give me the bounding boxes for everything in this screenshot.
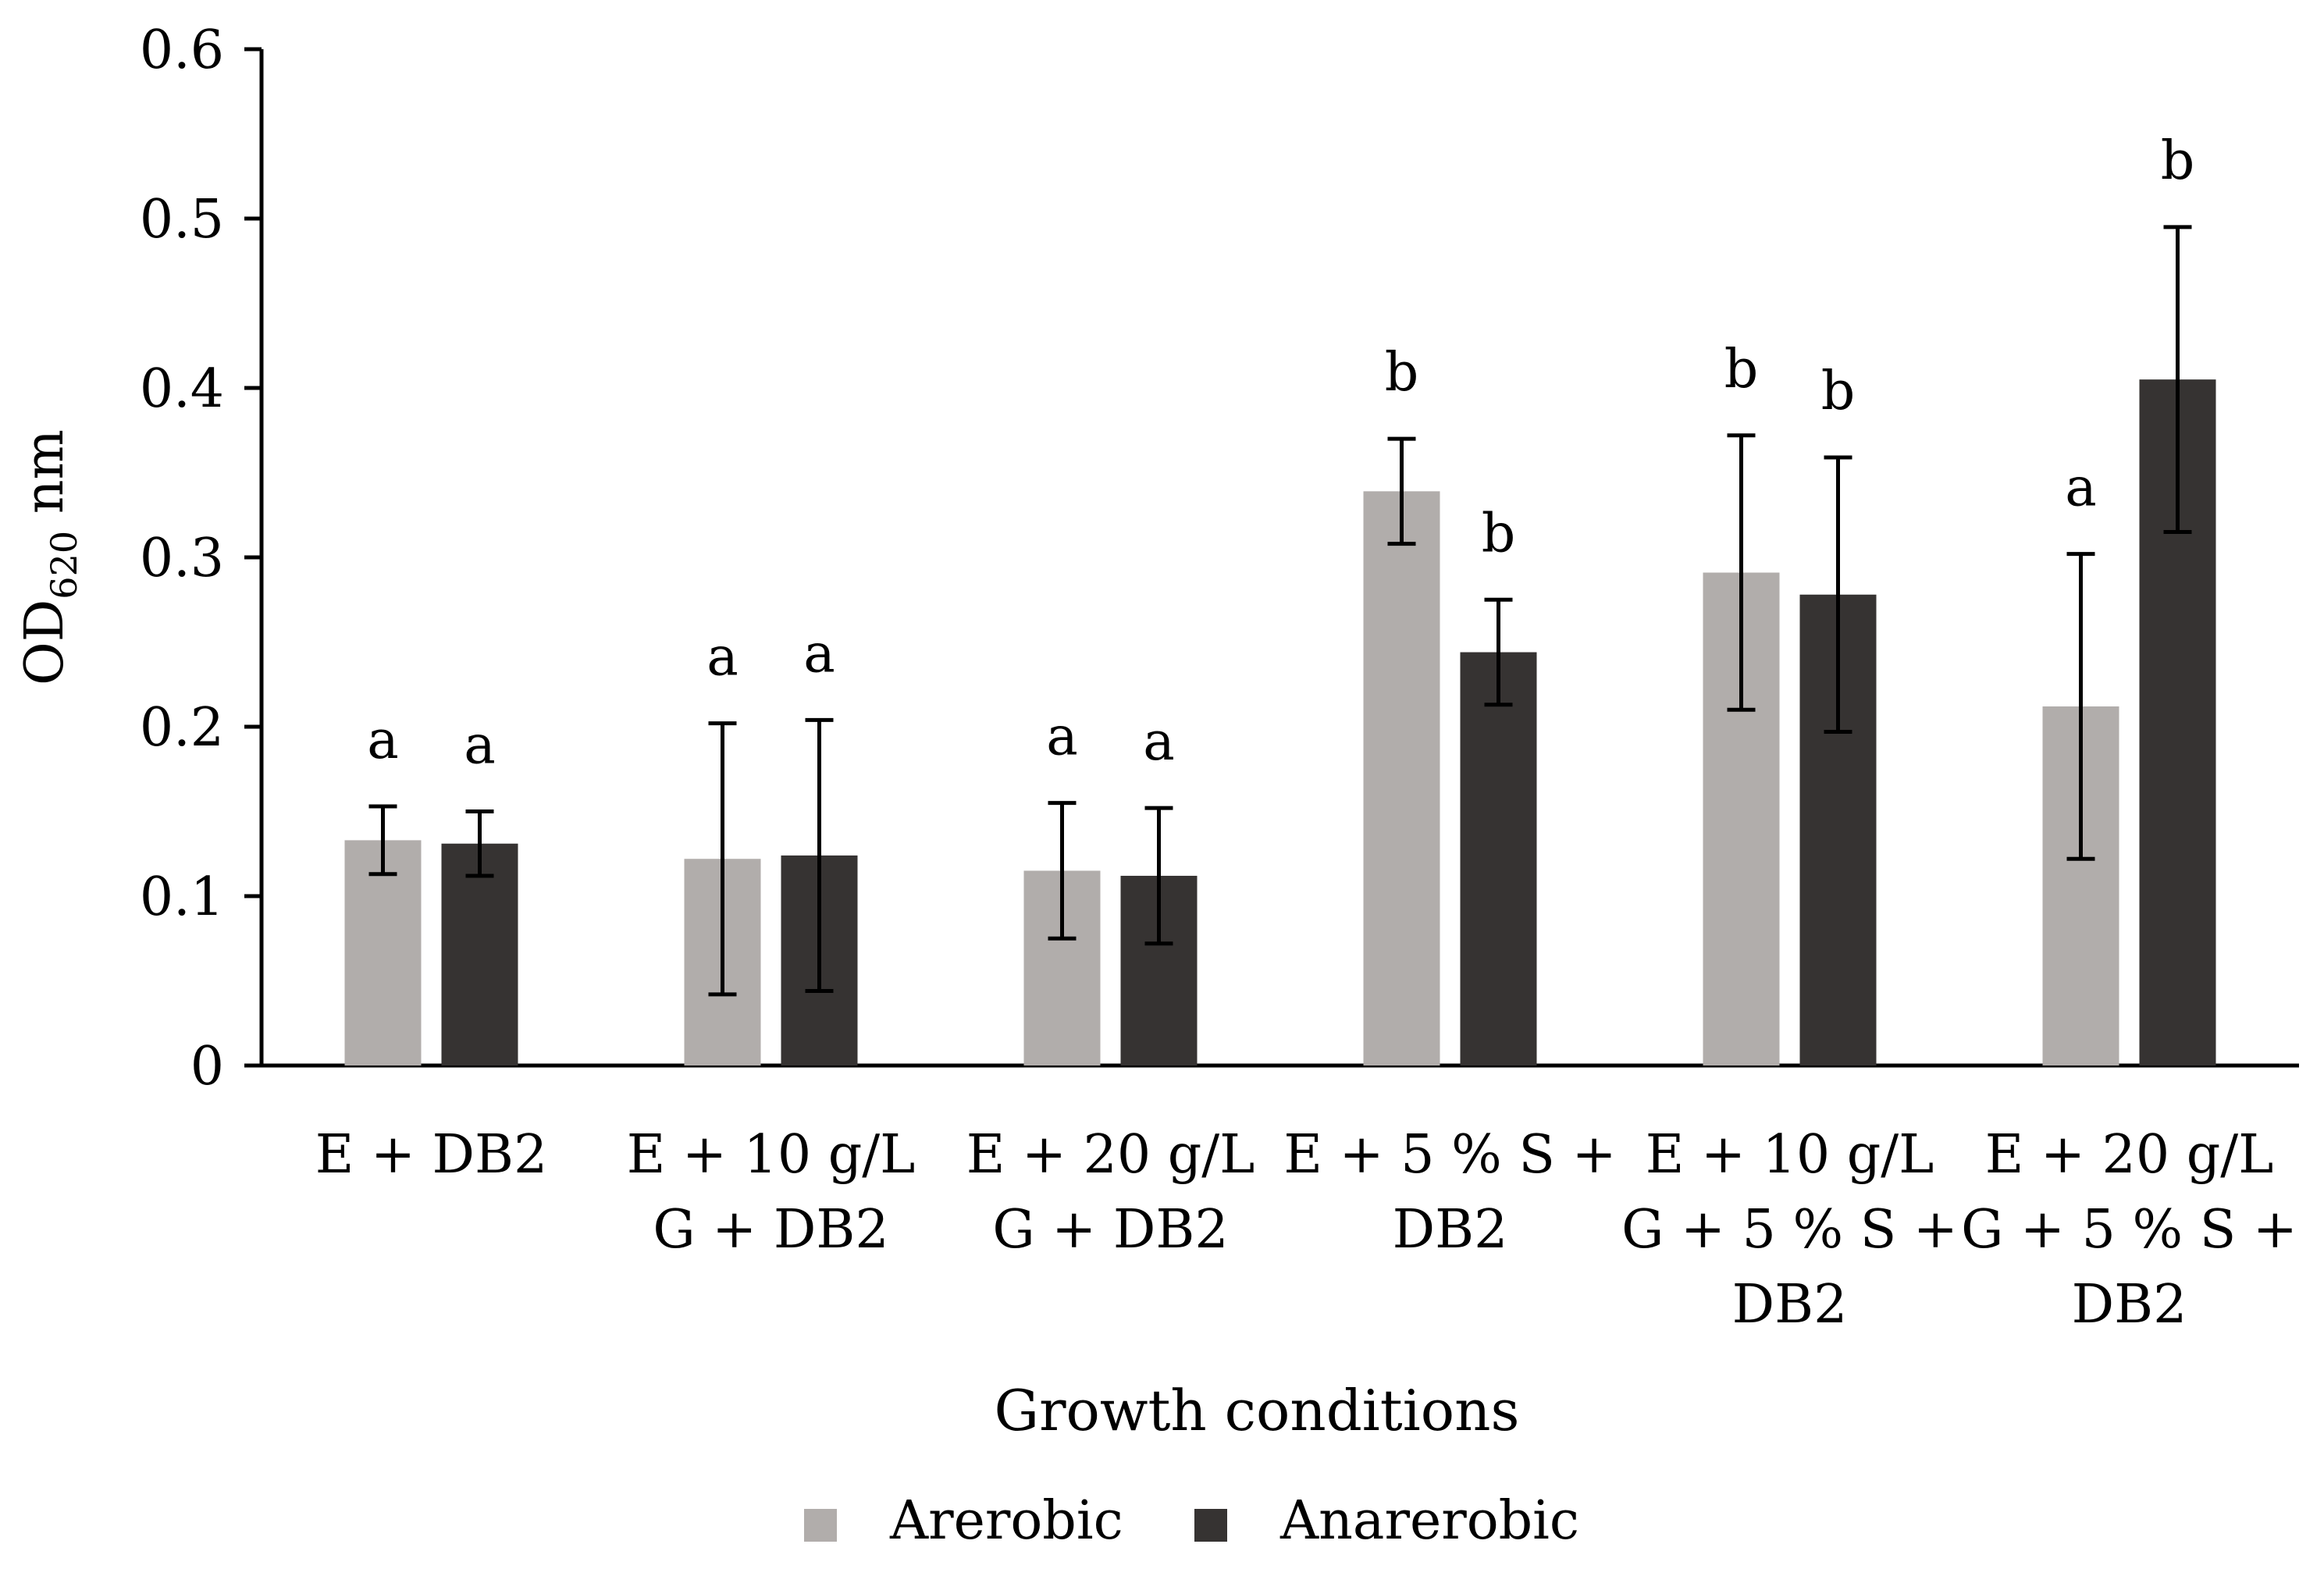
y-tick-label: 0.5 <box>140 189 224 251</box>
y-axis-title-subscript: 620 <box>43 531 85 599</box>
x-category-label: DB2 <box>2072 1274 2187 1336</box>
x-category-label: E + 5 % S + <box>1283 1124 1616 1186</box>
y-tick-label: 0.3 <box>140 528 224 589</box>
significance-letter-arerobic-3: b <box>1385 342 1419 404</box>
significance-letter-arerobic-5: a <box>2065 457 2097 519</box>
x-category-label: G + DB2 <box>992 1199 1228 1261</box>
x-category-label: E + 10 g/L <box>1646 1124 1934 1186</box>
significance-letter-anarerobic-5: b <box>2161 130 2195 192</box>
legend-swatch-arerobic <box>804 1509 837 1542</box>
x-category-label: E + 20 g/L <box>1985 1124 2274 1186</box>
significance-letter-anarerobic-0: a <box>464 715 496 777</box>
significance-letter-arerobic-1: a <box>706 627 738 688</box>
significance-letter-anarerobic-1: a <box>803 623 835 685</box>
legend-label-arerobic: Arerobic <box>889 1490 1123 1552</box>
significance-letter-arerobic-2: a <box>1046 706 1078 768</box>
y-axis-title-unit: nm <box>14 429 76 531</box>
x-category-label: G + 5 % S + <box>1621 1199 1958 1261</box>
bar-arerobic-3 <box>1363 491 1440 1066</box>
significance-letter-anarerobic-2: a <box>1143 711 1175 773</box>
bar-anarerobic-3 <box>1460 652 1537 1066</box>
x-category-label: E + 10 g/L <box>627 1124 916 1186</box>
y-tick-label: 0.6 <box>140 20 224 81</box>
bar-anarerobic-0 <box>441 843 518 1066</box>
y-tick-label: 0.1 <box>140 866 224 928</box>
legend-swatch-anarerobic <box>1194 1509 1227 1542</box>
legend-label-anarerobic: Anarerobic <box>1279 1490 1579 1552</box>
y-axis-title: OD620 nm <box>14 429 85 685</box>
x-axis-title: Growth conditions <box>995 1378 1520 1443</box>
significance-letter-arerobic-0: a <box>367 710 399 771</box>
significance-letter-anarerobic-4: b <box>1821 361 1856 422</box>
y-axis-title-main: OD <box>14 599 76 685</box>
y-tick-label: 0.2 <box>140 697 224 759</box>
x-category-label: G + DB2 <box>653 1199 888 1261</box>
x-category-label: G + 5 % S + <box>1961 1199 2297 1261</box>
significance-letter-anarerobic-3: b <box>1482 503 1516 564</box>
y-tick-label: 0 <box>190 1036 224 1098</box>
x-category-label: E + DB2 <box>315 1124 548 1186</box>
significance-letter-arerobic-4: b <box>1724 339 1759 400</box>
y-tick-label: 0.4 <box>140 358 224 420</box>
x-category-label: DB2 <box>1732 1274 1848 1336</box>
x-category-label: DB2 <box>1393 1199 1508 1261</box>
x-category-label: E + 20 g/L <box>966 1124 1255 1186</box>
bar-arerobic-0 <box>344 840 422 1066</box>
